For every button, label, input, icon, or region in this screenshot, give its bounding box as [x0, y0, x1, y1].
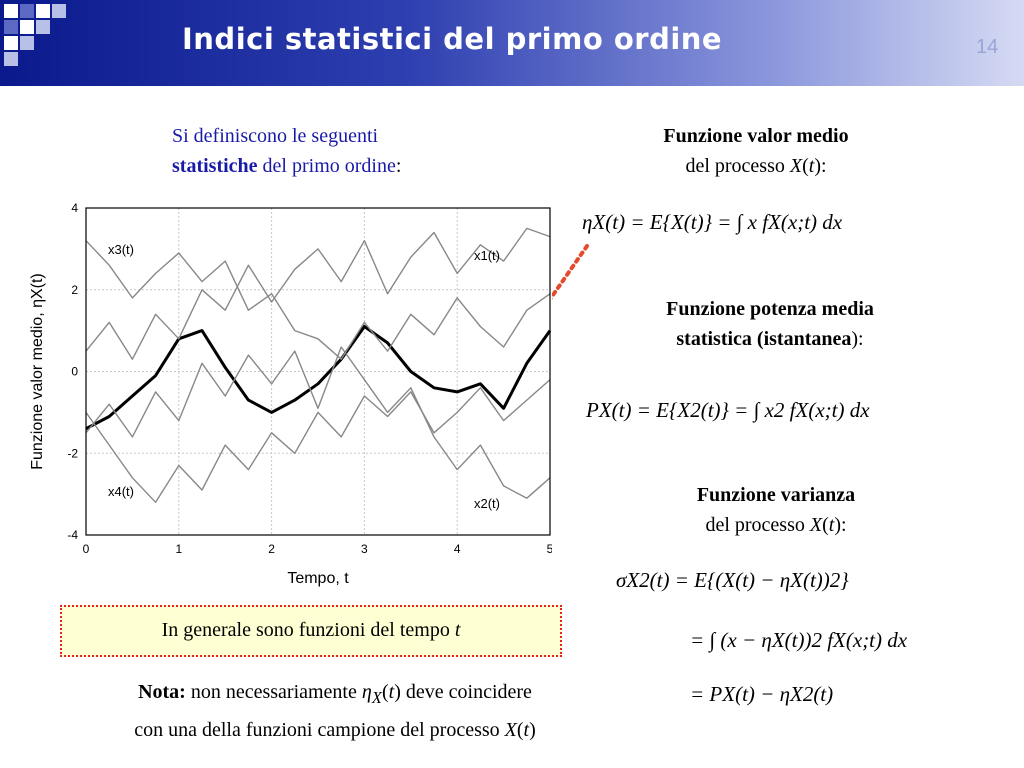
y-tick-label: 0 — [71, 365, 78, 379]
logo-square — [36, 20, 50, 34]
intro-bold: statistiche — [172, 155, 258, 177]
intro-text: Si definiscono le seguenti statistiche d… — [172, 121, 512, 181]
nota-text: Nota: non necessariamente ηX(t) deve coi… — [30, 676, 640, 746]
mean-heading: Funzione valor medio del processo X(t): — [600, 121, 912, 181]
logo-square — [36, 4, 50, 18]
x-axis-label: Tempo, t — [287, 570, 349, 587]
intro-colon: : — [395, 155, 402, 177]
mean-formula: ηX(t) = E{X(t)} = ∫ x fX(x;t) dx — [582, 210, 842, 235]
variance-formula-2: = ∫ (x − ηX(t))2 fX(x;t) dx — [690, 628, 908, 652]
y-axis-label: Funzione valor medio, ηX(t) — [29, 273, 46, 470]
nota-line-2: con una della funzioni campione del proc… — [134, 719, 536, 741]
sample-function-line — [85, 227, 551, 360]
power-title-1: Funzione potenza media — [666, 298, 874, 320]
variance-heading: Funzione varianza del processo X(t): — [620, 480, 932, 540]
x-tick-label: 4 — [454, 542, 461, 556]
sample-function-line — [85, 346, 551, 499]
mean-formula-text: ηX(t) = E{X(t)} = ∫ x fX(x;t) dx — [582, 210, 843, 234]
logo-square — [20, 20, 34, 34]
x-tick-label: 1 — [175, 542, 182, 556]
logo-square — [4, 36, 18, 50]
sample-function-line — [85, 240, 551, 360]
time-functions-note: In generale sono funzioni del tempo t — [60, 605, 562, 657]
slide-title: Indici statistici del primo ordine — [182, 22, 723, 56]
plot-frame — [85, 207, 551, 536]
nota-line-1: Nota: non necessariamente ηX(t) deve coi… — [138, 681, 532, 707]
slide-number: 14 — [976, 36, 999, 58]
variance-title: Funzione varianza — [696, 484, 856, 506]
intro-rest: del primo ordine — [257, 155, 396, 177]
y-tick-label: 4 — [71, 201, 78, 215]
logo-square — [4, 52, 18, 66]
x-tick-label: 0 — [83, 542, 90, 556]
power-formula-text: PX(t) = E{X2(t)} = ∫ x2 fX(x;t) dx — [586, 398, 870, 422]
mean-function-line — [85, 325, 552, 431]
series-annotation: x3(t) — [108, 242, 134, 257]
x-tick-label: 5 — [547, 542, 552, 556]
x-tick-label: 2 — [268, 542, 275, 556]
logo-square — [4, 20, 18, 34]
logo-square — [20, 36, 34, 50]
y-tick-label: -2 — [67, 446, 78, 460]
intro-line-2: statistiche del primo ordine: — [172, 151, 512, 181]
intro-line-1: Si definiscono le seguenti — [172, 125, 379, 147]
x-tick-label: 3 — [361, 542, 368, 556]
series-annotation: x2(t) — [474, 496, 500, 511]
note-box-text: In generale sono funzioni del tempo t — [161, 619, 461, 641]
variance-formula-1: σX2(t) = E{(X(t) − ηX(t))2} — [616, 568, 849, 592]
slide-header: Indici statistici del primo ordine 14 — [0, 0, 1024, 86]
variance-formula-3: = PX(t) − ηX2(t) — [690, 682, 834, 706]
mean-subtitle: del processo X(t): — [685, 155, 827, 177]
logo-square — [4, 4, 18, 18]
series-annotation: x1(t) — [474, 248, 500, 263]
logo-square — [20, 4, 34, 18]
power-title-2: statistica (istantanea): — [676, 328, 864, 350]
power-heading: Funzione potenza media statistica (istan… — [600, 294, 940, 354]
y-tick-label: -4 — [67, 528, 78, 542]
sample-function-line — [85, 379, 551, 503]
power-formula: PX(t) = E{X2(t)} = ∫ x2 fX(x;t) dx — [586, 398, 870, 423]
sample-functions-chart: 0 1 2 3 4 5 4 2 0 -2 -4 Tempo, t Funzione valor medi… — [24, 200, 552, 592]
y-tick-label: 2 — [71, 283, 78, 297]
variance-subtitle: del processo X(t): — [705, 514, 847, 536]
logo-square — [52, 4, 66, 18]
mean-title: Funzione valor medio — [663, 125, 849, 147]
series-annotation: x4(t) — [108, 484, 134, 499]
